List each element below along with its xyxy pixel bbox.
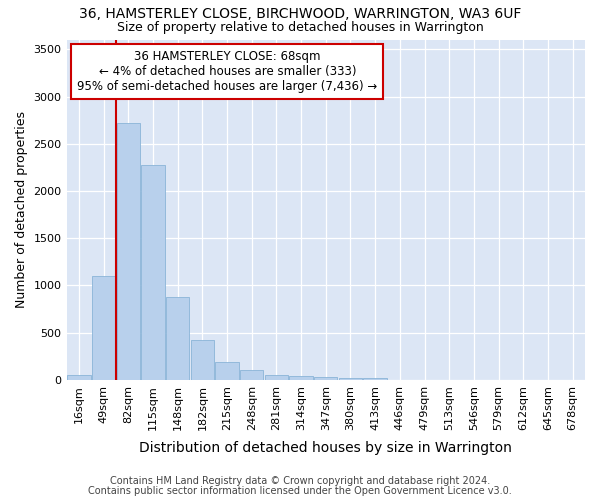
Bar bbox=[265, 374, 288, 380]
Y-axis label: Number of detached properties: Number of detached properties bbox=[15, 112, 28, 308]
Bar bbox=[92, 276, 115, 380]
Bar bbox=[141, 164, 164, 380]
Bar bbox=[314, 376, 337, 380]
X-axis label: Distribution of detached houses by size in Warrington: Distribution of detached houses by size … bbox=[139, 441, 512, 455]
Text: Size of property relative to detached houses in Warrington: Size of property relative to detached ho… bbox=[116, 21, 484, 34]
Text: 36, HAMSTERLEY CLOSE, BIRCHWOOD, WARRINGTON, WA3 6UF: 36, HAMSTERLEY CLOSE, BIRCHWOOD, WARRING… bbox=[79, 8, 521, 22]
Bar bbox=[191, 340, 214, 380]
Text: Contains public sector information licensed under the Open Government Licence v3: Contains public sector information licen… bbox=[88, 486, 512, 496]
Bar bbox=[166, 297, 190, 380]
Text: Contains HM Land Registry data © Crown copyright and database right 2024.: Contains HM Land Registry data © Crown c… bbox=[110, 476, 490, 486]
Bar bbox=[339, 378, 362, 380]
Bar bbox=[289, 376, 313, 380]
Bar bbox=[240, 370, 263, 380]
Bar bbox=[116, 123, 140, 380]
Bar bbox=[364, 378, 387, 380]
Bar bbox=[67, 375, 91, 380]
Bar bbox=[215, 362, 239, 380]
Text: 36 HAMSTERLEY CLOSE: 68sqm
← 4% of detached houses are smaller (333)
95% of semi: 36 HAMSTERLEY CLOSE: 68sqm ← 4% of detac… bbox=[77, 50, 377, 93]
